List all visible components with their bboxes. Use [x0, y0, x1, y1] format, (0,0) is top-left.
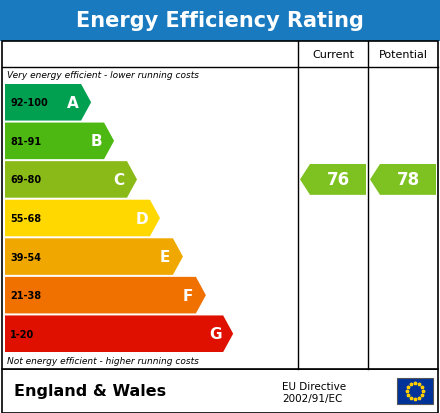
Text: F: F — [183, 288, 193, 303]
Text: E: E — [160, 249, 170, 264]
Text: 1-20: 1-20 — [10, 329, 34, 339]
Text: England & Wales: England & Wales — [14, 384, 166, 399]
Text: Very energy efficient - lower running costs: Very energy efficient - lower running co… — [7, 71, 199, 80]
Text: EU Directive: EU Directive — [282, 381, 346, 391]
Polygon shape — [5, 162, 137, 198]
Polygon shape — [5, 239, 183, 275]
Text: 55-68: 55-68 — [10, 214, 41, 223]
Bar — [2, 42, 438, 369]
Bar — [2, 369, 438, 413]
Polygon shape — [300, 165, 366, 195]
Text: Current: Current — [312, 50, 354, 60]
Polygon shape — [5, 200, 160, 237]
Text: 39-54: 39-54 — [10, 252, 41, 262]
Text: Energy Efficiency Rating: Energy Efficiency Rating — [76, 11, 364, 31]
Bar — [397, 378, 433, 404]
Polygon shape — [5, 277, 206, 313]
Text: B: B — [90, 134, 102, 149]
Bar — [0, 0, 440, 42]
Text: 69-80: 69-80 — [10, 175, 41, 185]
Text: 2002/91/EC: 2002/91/EC — [282, 393, 342, 403]
Text: 76: 76 — [326, 171, 349, 189]
Text: 92-100: 92-100 — [10, 98, 48, 108]
Polygon shape — [5, 123, 114, 160]
Text: A: A — [67, 95, 79, 111]
Text: Not energy efficient - higher running costs: Not energy efficient - higher running co… — [7, 357, 199, 366]
Text: 21-38: 21-38 — [10, 290, 41, 300]
Text: 78: 78 — [396, 171, 420, 189]
Text: G: G — [209, 326, 221, 342]
Polygon shape — [5, 316, 233, 352]
Text: D: D — [136, 211, 148, 226]
Text: 81-91: 81-91 — [10, 137, 41, 147]
Polygon shape — [5, 85, 91, 121]
Text: Potential: Potential — [378, 50, 428, 60]
Text: C: C — [114, 173, 125, 188]
Polygon shape — [370, 165, 436, 195]
